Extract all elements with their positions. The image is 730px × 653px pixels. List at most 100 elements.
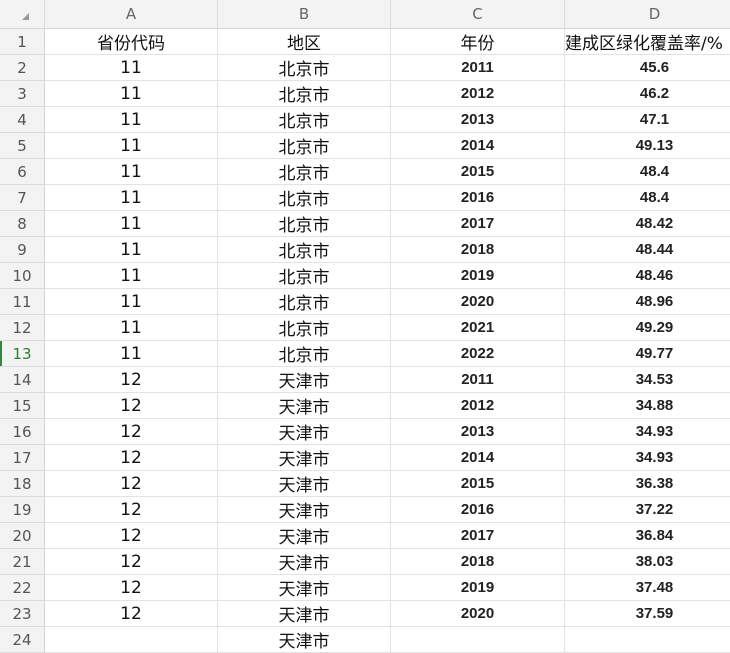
row-header-4[interactable]: 4 <box>0 107 45 133</box>
cell-region[interactable]: 天津市 <box>218 497 391 523</box>
cell-year[interactable]: 2018 <box>391 237 565 263</box>
cell-region[interactable]: 天津市 <box>218 471 391 497</box>
cell-year[interactable]: 2014 <box>391 133 565 159</box>
column-header-c[interactable]: C <box>391 0 565 29</box>
cell-region[interactable]: 北京市 <box>218 237 391 263</box>
cell-region[interactable]: 北京市 <box>218 211 391 237</box>
cell-year[interactable]: 2015 <box>391 471 565 497</box>
cell-region[interactable]: 北京市 <box>218 107 391 133</box>
row-header-24[interactable]: 24 <box>0 627 45 653</box>
cell-year[interactable]: 2019 <box>391 575 565 601</box>
cell-value[interactable]: 34.88 <box>565 393 730 419</box>
cell-value[interactable]: 48.44 <box>565 237 730 263</box>
row-header-21[interactable]: 21 <box>0 549 45 575</box>
cell-code[interactable]: 11 <box>45 237 218 263</box>
cell-value[interactable]: 48.96 <box>565 289 730 315</box>
cell-code[interactable]: 11 <box>45 81 218 107</box>
cell-region[interactable]: 天津市 <box>218 445 391 471</box>
cell-code[interactable]: 12 <box>45 575 218 601</box>
cell-code[interactable]: 12 <box>45 393 218 419</box>
cell-region[interactable]: 天津市 <box>218 627 391 653</box>
cell-code[interactable]: 11 <box>45 185 218 211</box>
cell-code[interactable]: 11 <box>45 263 218 289</box>
header-cell-green-coverage[interactable]: 建成区绿化覆盖率/% <box>565 29 730 55</box>
row-header-16[interactable]: 16 <box>0 419 45 445</box>
row-header-8[interactable]: 8 <box>0 211 45 237</box>
cell-year[interactable]: 2022 <box>391 341 565 367</box>
cell-value[interactable]: 34.53 <box>565 367 730 393</box>
cell-year[interactable]: 2018 <box>391 549 565 575</box>
cell-region[interactable]: 天津市 <box>218 575 391 601</box>
header-cell-year[interactable]: 年份 <box>391 29 565 55</box>
row-header-17[interactable]: 17 <box>0 445 45 471</box>
cell-year[interactable]: 2020 <box>391 601 565 627</box>
cell-value[interactable]: 37.22 <box>565 497 730 523</box>
header-cell-province-code[interactable]: 省份代码 <box>45 29 218 55</box>
row-header-14[interactable]: 14 <box>0 367 45 393</box>
cell-code[interactable]: 11 <box>45 107 218 133</box>
cell-region[interactable]: 北京市 <box>218 289 391 315</box>
cell-year[interactable] <box>391 627 565 653</box>
cell-code[interactable]: 12 <box>45 471 218 497</box>
cell-region[interactable]: 北京市 <box>218 81 391 107</box>
cell-region[interactable]: 天津市 <box>218 367 391 393</box>
row-header-3[interactable]: 3 <box>0 81 45 107</box>
cell-region[interactable]: 天津市 <box>218 419 391 445</box>
select-all-corner[interactable] <box>0 0 45 29</box>
row-header-19[interactable]: 19 <box>0 497 45 523</box>
cell-code[interactable]: 11 <box>45 315 218 341</box>
row-header-9[interactable]: 9 <box>0 237 45 263</box>
cell-region[interactable]: 天津市 <box>218 601 391 627</box>
cell-year[interactable]: 2011 <box>391 367 565 393</box>
cell-region[interactable]: 北京市 <box>218 185 391 211</box>
cell-value[interactable]: 49.29 <box>565 315 730 341</box>
cell-year[interactable]: 2012 <box>391 393 565 419</box>
row-header-10[interactable]: 10 <box>0 263 45 289</box>
cell-year[interactable]: 2013 <box>391 107 565 133</box>
cell-year[interactable]: 2017 <box>391 523 565 549</box>
column-header-d[interactable]: D <box>565 0 730 29</box>
cell-value[interactable] <box>565 627 730 653</box>
cell-value[interactable]: 46.2 <box>565 81 730 107</box>
cell-value[interactable]: 34.93 <box>565 419 730 445</box>
cell-value[interactable]: 49.13 <box>565 133 730 159</box>
cell-year[interactable]: 2013 <box>391 419 565 445</box>
row-header-23[interactable]: 23 <box>0 601 45 627</box>
cell-code[interactable]: 11 <box>45 55 218 81</box>
row-header-12[interactable]: 12 <box>0 315 45 341</box>
cell-year[interactable]: 2019 <box>391 263 565 289</box>
cell-value[interactable]: 45.6 <box>565 55 730 81</box>
cell-region[interactable]: 天津市 <box>218 523 391 549</box>
cell-value[interactable]: 48.4 <box>565 185 730 211</box>
cell-value[interactable]: 48.46 <box>565 263 730 289</box>
cell-code[interactable]: 11 <box>45 133 218 159</box>
row-header-13[interactable]: 13 <box>0 341 45 367</box>
cell-value[interactable]: 37.48 <box>565 575 730 601</box>
cell-value[interactable]: 48.4 <box>565 159 730 185</box>
column-header-b[interactable]: B <box>218 0 391 29</box>
row-header-7[interactable]: 7 <box>0 185 45 211</box>
cell-year[interactable]: 2020 <box>391 289 565 315</box>
cell-year[interactable]: 2017 <box>391 211 565 237</box>
cell-region[interactable]: 北京市 <box>218 315 391 341</box>
cell-year[interactable]: 2021 <box>391 315 565 341</box>
cell-code[interactable]: 11 <box>45 159 218 185</box>
cell-value[interactable]: 36.84 <box>565 523 730 549</box>
row-header-18[interactable]: 18 <box>0 471 45 497</box>
cell-value[interactable]: 34.93 <box>565 445 730 471</box>
row-header-6[interactable]: 6 <box>0 159 45 185</box>
row-header-2[interactable]: 2 <box>0 55 45 81</box>
cell-year[interactable]: 2015 <box>391 159 565 185</box>
cell-value[interactable]: 36.38 <box>565 471 730 497</box>
cell-region[interactable]: 北京市 <box>218 133 391 159</box>
cell-region[interactable]: 天津市 <box>218 549 391 575</box>
cell-code[interactable]: 11 <box>45 289 218 315</box>
cell-year[interactable]: 2011 <box>391 55 565 81</box>
cell-value[interactable]: 47.1 <box>565 107 730 133</box>
cell-region[interactable]: 天津市 <box>218 393 391 419</box>
row-header-11[interactable]: 11 <box>0 289 45 315</box>
cell-region[interactable]: 北京市 <box>218 263 391 289</box>
cell-code[interactable] <box>45 627 218 653</box>
cell-value[interactable]: 37.59 <box>565 601 730 627</box>
row-header-22[interactable]: 22 <box>0 575 45 601</box>
